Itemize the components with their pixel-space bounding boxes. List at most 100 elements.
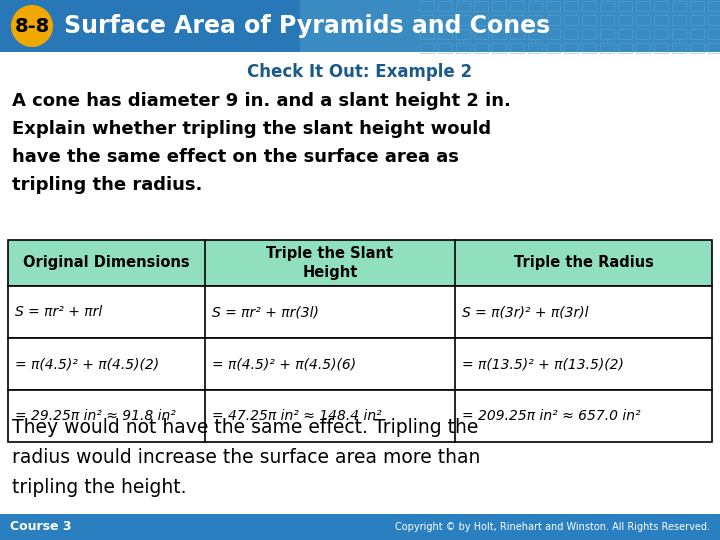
Bar xyxy=(546,43,560,53)
Text: Triple the Slant
Height: Triple the Slant Height xyxy=(266,246,394,280)
Text: Triple the Radius: Triple the Radius xyxy=(513,255,654,271)
Bar xyxy=(672,29,686,39)
Bar xyxy=(672,1,686,11)
Bar xyxy=(690,43,704,53)
Bar xyxy=(8,240,712,286)
Bar xyxy=(600,1,614,11)
Bar xyxy=(420,15,434,25)
Bar xyxy=(546,29,560,39)
Bar xyxy=(456,43,470,53)
Bar xyxy=(528,43,542,53)
Bar xyxy=(300,0,720,52)
Bar xyxy=(8,338,712,390)
Bar xyxy=(546,15,560,25)
Bar xyxy=(564,1,578,11)
Bar xyxy=(672,15,686,25)
Bar xyxy=(420,29,434,39)
Bar xyxy=(438,43,452,53)
Bar xyxy=(8,390,712,442)
Bar xyxy=(600,15,614,25)
Bar xyxy=(708,15,720,25)
Text: = 47.25π in² ≈ 148.4 in²: = 47.25π in² ≈ 148.4 in² xyxy=(212,409,382,423)
Bar xyxy=(618,29,632,39)
Circle shape xyxy=(11,5,53,47)
Text: have the same effect on the surface area as: have the same effect on the surface area… xyxy=(12,148,459,166)
Text: A cone has diameter 9 in. and a slant height 2 in.: A cone has diameter 9 in. and a slant he… xyxy=(12,92,511,110)
Bar xyxy=(456,15,470,25)
Bar xyxy=(600,29,614,39)
Bar xyxy=(672,43,686,53)
Bar xyxy=(546,1,560,11)
Text: S = πr² + πr(3l): S = πr² + πr(3l) xyxy=(212,305,319,319)
Bar xyxy=(636,43,650,53)
Text: = π(4.5)² + π(4.5)(2): = π(4.5)² + π(4.5)(2) xyxy=(15,357,159,371)
Bar xyxy=(582,43,596,53)
Bar xyxy=(618,15,632,25)
Text: Original Dimensions: Original Dimensions xyxy=(23,255,190,271)
Text: 8-8: 8-8 xyxy=(14,17,50,36)
Bar xyxy=(654,15,668,25)
Bar xyxy=(510,43,524,53)
Text: tripling the height.: tripling the height. xyxy=(12,478,186,497)
Bar xyxy=(708,29,720,39)
Bar xyxy=(474,1,488,11)
Text: = 29.25π in² ≈ 91.8 in²: = 29.25π in² ≈ 91.8 in² xyxy=(15,409,176,423)
Bar xyxy=(636,29,650,39)
Text: = 209.25π in² ≈ 657.0 in²: = 209.25π in² ≈ 657.0 in² xyxy=(462,409,641,423)
Bar xyxy=(474,43,488,53)
Text: Check It Out: Example 2: Check It Out: Example 2 xyxy=(248,63,472,81)
Text: S = π(3r)² + π(3r)l: S = π(3r)² + π(3r)l xyxy=(462,305,588,319)
Bar xyxy=(708,1,720,11)
Bar xyxy=(8,286,712,338)
Text: tripling the radius.: tripling the radius. xyxy=(12,176,202,194)
Bar xyxy=(708,43,720,53)
Bar xyxy=(510,15,524,25)
Bar xyxy=(582,15,596,25)
Bar xyxy=(0,0,720,52)
Bar xyxy=(510,1,524,11)
Bar xyxy=(528,29,542,39)
Bar xyxy=(438,1,452,11)
Text: S = πr² + πrl: S = πr² + πrl xyxy=(15,305,102,319)
Bar xyxy=(690,29,704,39)
Bar xyxy=(582,29,596,39)
Bar xyxy=(474,15,488,25)
Bar xyxy=(492,15,506,25)
Text: Explain whether tripling the slant height would: Explain whether tripling the slant heigh… xyxy=(12,120,491,138)
Bar xyxy=(456,1,470,11)
Bar xyxy=(600,43,614,53)
Bar xyxy=(690,15,704,25)
Bar xyxy=(420,43,434,53)
Bar xyxy=(636,1,650,11)
Bar xyxy=(618,43,632,53)
Bar xyxy=(438,29,452,39)
Text: Course 3: Course 3 xyxy=(10,521,71,534)
Bar xyxy=(564,15,578,25)
Bar xyxy=(492,43,506,53)
Bar xyxy=(654,1,668,11)
Bar xyxy=(510,29,524,39)
Bar xyxy=(690,1,704,11)
Text: = π(13.5)² + π(13.5)(2): = π(13.5)² + π(13.5)(2) xyxy=(462,357,624,371)
Bar xyxy=(654,29,668,39)
Bar xyxy=(0,514,720,540)
Bar xyxy=(528,1,542,11)
Bar xyxy=(582,1,596,11)
Bar xyxy=(474,29,488,39)
Bar xyxy=(564,29,578,39)
Bar xyxy=(492,1,506,11)
Text: Copyright © by Holt, Rinehart and Winston. All Rights Reserved.: Copyright © by Holt, Rinehart and Winsto… xyxy=(395,522,710,532)
Bar xyxy=(618,1,632,11)
Bar xyxy=(492,29,506,39)
Bar xyxy=(420,1,434,11)
Text: = π(4.5)² + π(4.5)(6): = π(4.5)² + π(4.5)(6) xyxy=(212,357,356,371)
Bar xyxy=(564,43,578,53)
Bar xyxy=(654,43,668,53)
Text: They would not have the same effect. Tripling the: They would not have the same effect. Tri… xyxy=(12,418,478,437)
Bar xyxy=(528,15,542,25)
Text: radius would increase the surface area more than: radius would increase the surface area m… xyxy=(12,448,480,467)
Bar xyxy=(636,15,650,25)
Bar xyxy=(438,15,452,25)
Text: Surface Area of Pyramids and Cones: Surface Area of Pyramids and Cones xyxy=(64,14,550,38)
Bar xyxy=(456,29,470,39)
